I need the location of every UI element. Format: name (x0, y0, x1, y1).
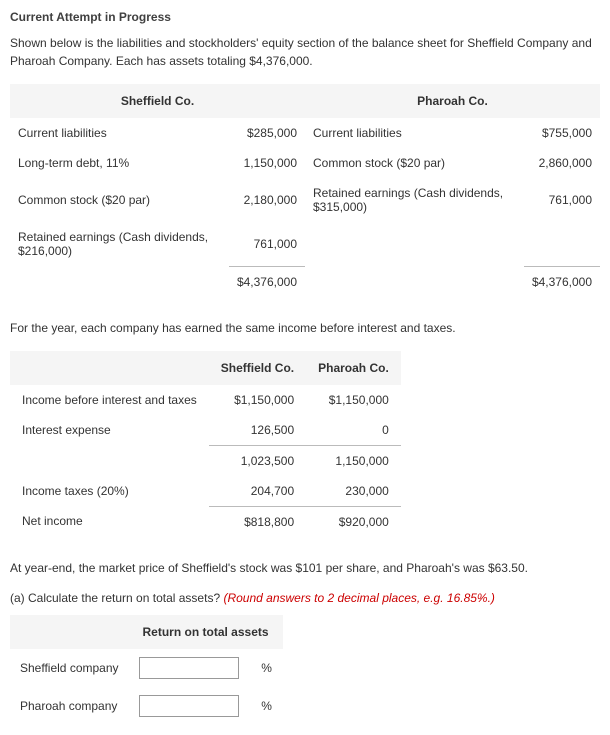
income-net-v2: $920,000 (306, 506, 401, 537)
bs-left-total: $4,376,000 (229, 266, 305, 297)
bs-left-value: 1,150,000 (229, 148, 305, 178)
question-prefix: (a) Calculate the return on total assets… (10, 591, 223, 605)
income-row-v2: $1,150,000 (306, 385, 401, 415)
roa-blank-header (10, 615, 129, 649)
income-tax-label: Income taxes (20%) (10, 476, 209, 507)
balance-header-right: Pharoah Co. (305, 84, 600, 118)
bs-right-value: $755,000 (524, 118, 600, 148)
bs-right-label: Common stock ($20 par) (305, 148, 524, 178)
balance-sheet-table: Sheffield Co. Pharoah Co. Current liabil… (10, 84, 600, 297)
roa-row1-label: Sheffield company (10, 649, 129, 687)
income-header-2: Pharoah Co. (306, 351, 401, 385)
income-subtotal-v2: 1,150,000 (306, 445, 401, 476)
page-title: Current Attempt in Progress (10, 10, 600, 24)
bs-left-value: 2,180,000 (229, 178, 305, 222)
bs-left-total-label (10, 266, 229, 297)
mid-text: For the year, each company has earned th… (10, 319, 600, 337)
income-net-label: Net income (10, 506, 209, 537)
closing-text: At year-end, the market price of Sheffie… (10, 559, 600, 577)
income-header-1: Sheffield Co. (209, 351, 306, 385)
income-blank-header (10, 351, 209, 385)
bs-right-label: Retained earnings (Cash dividends, $315,… (305, 178, 524, 222)
income-row-label: Interest expense (10, 415, 209, 446)
income-tax-v1: 204,700 (209, 476, 306, 507)
bs-left-label: Common stock ($20 par) (10, 178, 229, 222)
bs-left-label: Current liabilities (10, 118, 229, 148)
income-row-v1: $1,150,000 (209, 385, 306, 415)
bs-right-value: 2,860,000 (524, 148, 600, 178)
roa-row2-label: Pharoah company (10, 687, 129, 725)
roa-table: Return on total assets Sheffield company… (10, 615, 283, 725)
bs-left-label: Long-term debt, 11% (10, 148, 229, 178)
bs-right-label (305, 222, 524, 266)
income-row-label: Income before interest and taxes (10, 385, 209, 415)
pharoah-roa-input[interactable] (139, 695, 239, 717)
income-table: Sheffield Co. Pharoah Co. Income before … (10, 351, 401, 537)
bs-left-value: 761,000 (229, 222, 305, 266)
income-subtotal-v1: 1,023,500 (209, 445, 306, 476)
sheffield-roa-input[interactable] (139, 657, 239, 679)
roa-unit: % (251, 687, 282, 725)
roa-header: Return on total assets (129, 615, 283, 649)
bs-right-value (524, 222, 600, 266)
income-tax-v2: 230,000 (306, 476, 401, 507)
income-net-v1: $818,800 (209, 506, 306, 537)
question-text: (a) Calculate the return on total assets… (10, 591, 600, 605)
balance-header-left: Sheffield Co. (10, 84, 305, 118)
bs-right-total-label (305, 266, 524, 297)
bs-right-label: Current liabilities (305, 118, 524, 148)
bs-left-label: Retained earnings (Cash dividends, $216,… (10, 222, 229, 266)
question-hint: (Round answers to 2 decimal places, e.g.… (223, 591, 494, 605)
income-row-v2: 0 (306, 415, 401, 446)
bs-right-value: 761,000 (524, 178, 600, 222)
bs-right-total: $4,376,000 (524, 266, 600, 297)
income-subtotal-label (10, 445, 209, 476)
roa-unit: % (251, 649, 282, 687)
bs-left-value: $285,000 (229, 118, 305, 148)
income-row-v1: 126,500 (209, 415, 306, 446)
intro-text: Shown below is the liabilities and stock… (10, 34, 600, 70)
